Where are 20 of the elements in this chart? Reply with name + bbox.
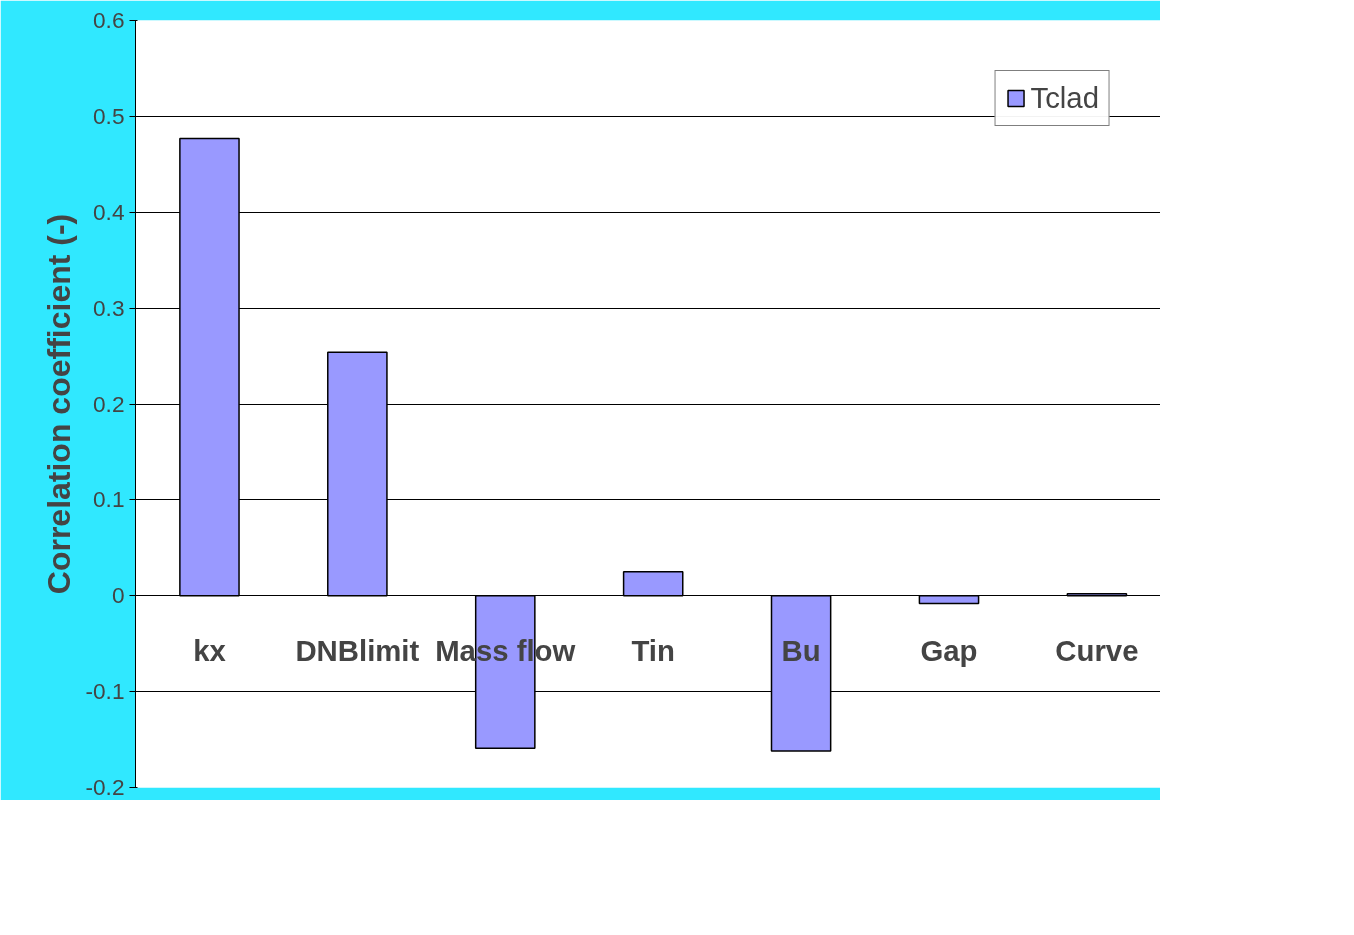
bar: [179, 137, 240, 597]
x-tick-label: Gap: [920, 633, 978, 667]
x-tick-label: Tin: [631, 633, 675, 667]
y-axis-title: Correlation coefficient (-): [41, 213, 78, 595]
y-tick-label: 0: [111, 582, 125, 609]
y-tick-label: 0.1: [93, 486, 125, 513]
legend-label: Tclad: [1030, 81, 1099, 115]
y-tick-label: 0.2: [93, 390, 125, 417]
y-tick-label: 0.4: [93, 198, 125, 225]
y-tick-label: -0.2: [85, 774, 125, 800]
x-tick-label: kx: [193, 633, 227, 667]
bar: [327, 351, 388, 597]
x-tick-label: Bu: [781, 633, 821, 667]
y-tick-label: 0.6: [93, 7, 125, 33]
y-tick-label: 0.5: [93, 102, 125, 129]
x-tick-label: DNBlimit: [295, 633, 420, 667]
y-tick-label: -0.1: [85, 678, 125, 705]
x-tick-label: Curve: [1055, 633, 1139, 667]
bar: [622, 571, 684, 597]
y-tick-label: 0.3: [93, 294, 125, 321]
